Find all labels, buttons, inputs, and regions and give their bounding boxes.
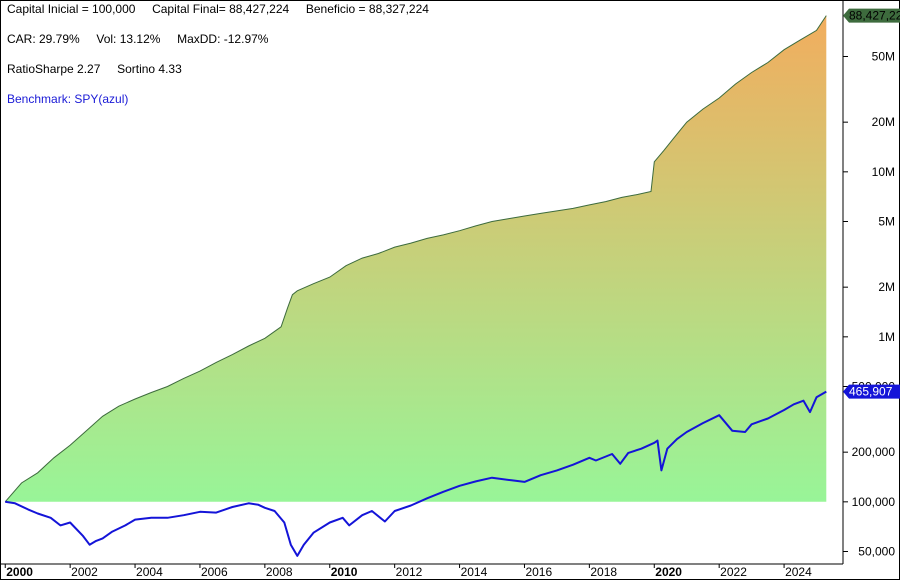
y-tick-label: 5M	[878, 215, 895, 229]
y-tick-label: 20M	[872, 115, 895, 129]
equity-last-value: 88,427,224	[849, 9, 900, 23]
equity-flag	[843, 8, 900, 23]
benchmark-last-value: 465,907	[849, 385, 893, 399]
benchmark-flag	[843, 384, 900, 399]
y-tick-label: 50,000	[858, 545, 895, 559]
benchmark-label: Benchmark: SPY(azul)	[7, 92, 128, 106]
y-tick-label: 1M	[878, 330, 895, 344]
y-tick-label: 100,000	[852, 495, 896, 509]
x-tick-label: 2000	[6, 565, 33, 579]
x-tick-label: 2002	[71, 565, 98, 579]
equity-line	[4, 15, 827, 503]
x-tick-label: 2018	[590, 565, 617, 579]
stats-capital-line: Capital Inicial = 100,000 Capital Final=…	[7, 2, 429, 16]
x-tick-label: 2006	[201, 565, 228, 579]
stats-car-line: CAR: 29.79% Vol: 13.12% MaxDD: -12.97%	[7, 32, 269, 46]
y-tick-label: 2M	[878, 280, 895, 294]
x-tick-label: 2004	[136, 565, 163, 579]
x-tick-label: 2024	[785, 565, 812, 579]
benchmark-line	[5, 390, 827, 557]
y-tick-label: 50M	[872, 50, 895, 64]
x-tick-label: 2008	[266, 565, 293, 579]
x-tick-label: 2014	[461, 565, 488, 579]
x-tick-label: 2012	[396, 565, 423, 579]
stats-ratio-line: RatioSharpe 2.27 Sortino 4.33	[7, 62, 182, 76]
x-tick-label: 2020	[655, 565, 682, 579]
y-tick-label: 200,000	[852, 445, 896, 459]
x-tick-label: 2010	[331, 565, 358, 579]
equity-area	[5, 15, 827, 502]
x-tick-label: 2022	[720, 565, 747, 579]
x-tick-label: 2016	[525, 565, 552, 579]
y-tick-label: 10M	[872, 165, 895, 179]
